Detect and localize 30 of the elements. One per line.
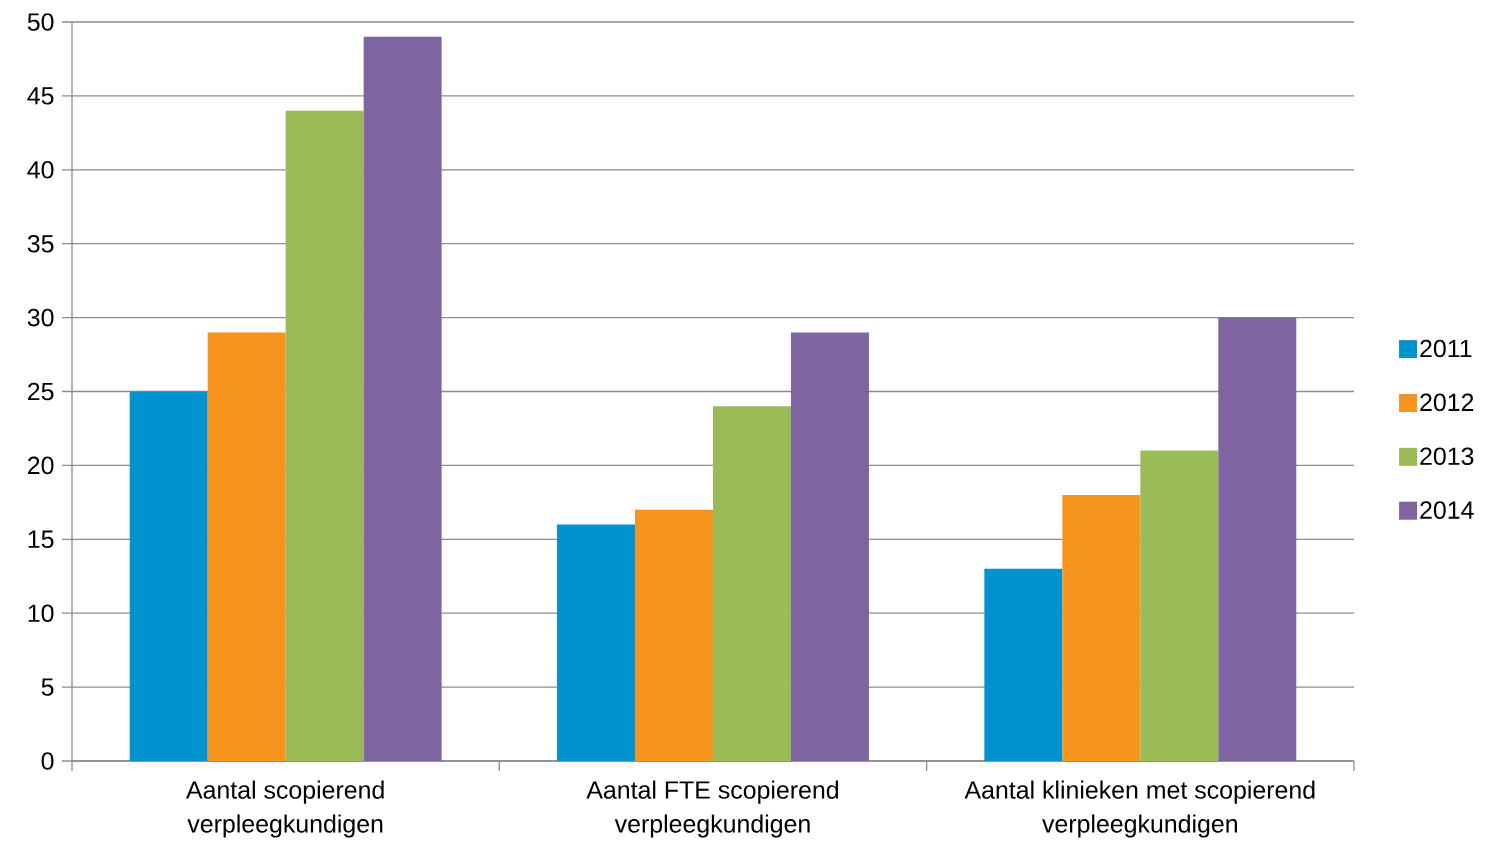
y-tick-label: 10: [28, 604, 54, 623]
legend-label: 2011: [1420, 339, 1472, 358]
y-tick-label: 50: [27, 13, 54, 31]
bar: [1062, 494, 1141, 761]
bar: [363, 36, 442, 761]
y-tick-label: 25: [28, 382, 54, 401]
y-tick-label: 35: [27, 234, 54, 253]
bar: [207, 332, 286, 761]
x-tick-label: Aantal scopierend verpleegkundigen: [186, 780, 384, 838]
bar: [790, 332, 869, 761]
bar: [285, 110, 364, 761]
y-tick-label: 45: [27, 87, 54, 105]
y-tick-label: 0: [41, 752, 54, 770]
x-tick-label: Aantal FTE scopierend verpleegkundigen: [586, 780, 839, 838]
legend-label: 2014: [1420, 501, 1474, 519]
bar: [1218, 317, 1297, 761]
legend-label: 2013: [1420, 447, 1474, 466]
y-tick-label: 20: [28, 456, 54, 475]
x-tick-label: Aantal klinieken met scopierend verpleegkundigen: [964, 780, 1315, 838]
bar: [712, 406, 791, 761]
bar: [984, 568, 1063, 761]
legend-label: 2012: [1420, 393, 1474, 412]
bar: [557, 524, 635, 761]
bar: [1140, 450, 1219, 761]
bar: [635, 509, 713, 761]
y-tick-label: 40: [27, 160, 54, 179]
y-tick-label: 15: [28, 530, 54, 548]
y-tick-label: 5: [41, 678, 54, 696]
y-tick-label: 30: [27, 308, 54, 327]
bar: [129, 391, 208, 761]
